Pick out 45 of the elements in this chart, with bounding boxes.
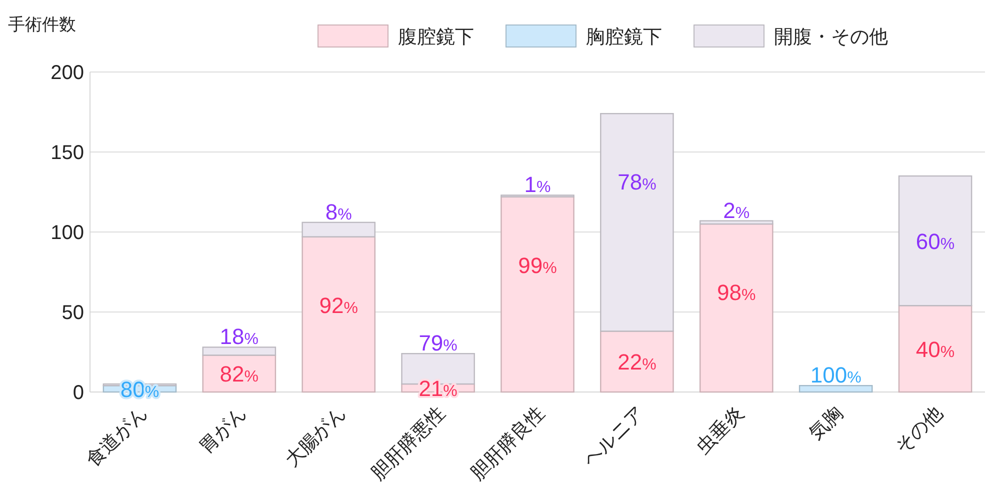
annotation: 21% [418, 376, 458, 401]
annotation: 60% [916, 228, 955, 254]
bar [699, 223, 774, 393]
y-tick-label: 100 [50, 222, 84, 244]
y-tick-label: 0 [72, 382, 84, 404]
bar [302, 236, 376, 393]
x-tick-label: ヘルニア [580, 402, 648, 472]
x-tick-label: 食道がん [82, 402, 152, 472]
annotation: 92% [319, 292, 358, 318]
bar [302, 222, 376, 238]
x-tick-label: 気胸 [806, 402, 848, 444]
annotation: 79% [418, 330, 458, 356]
annotation: 98% [717, 280, 756, 305]
x-tick-label: 大腸がん [282, 402, 350, 472]
annotation: 8% [325, 199, 352, 224]
bar [202, 346, 276, 356]
legend-label: 腹腔鏡下 [398, 27, 474, 48]
x-tick-label: 胃がん [196, 402, 251, 458]
annotation: 18% [220, 324, 259, 350]
bar [600, 330, 674, 393]
annotation: 78% [618, 170, 656, 195]
y-tick-label: 200 [50, 62, 84, 84]
x-tick-label: 虫垂炎 [692, 402, 748, 458]
bar [898, 175, 972, 306]
y-tick-label: 150 [50, 142, 84, 164]
annotation: 22% [618, 350, 656, 375]
annotation: 40% [916, 336, 955, 362]
bar [798, 385, 873, 393]
annotation: 82% [220, 362, 259, 387]
bar [898, 305, 972, 393]
annotation: 1% [524, 172, 551, 198]
annotation: 80% [120, 376, 160, 402]
legend-label: 胸腔鏡下 [586, 27, 662, 48]
y-axis-title: 手術件数 [8, 15, 76, 34]
bar [500, 196, 574, 393]
bar [699, 220, 774, 225]
y-tick-label: 50 [62, 302, 84, 324]
x-tick-label: その他 [892, 402, 947, 458]
annotation: 100% [810, 362, 862, 388]
bar [600, 113, 674, 332]
x-tick-label: 胆肝膵良性 [466, 402, 550, 485]
x-tick-label: 胆肝膵悪性 [368, 402, 450, 485]
annotation: 2% [723, 198, 750, 223]
annotation: 99% [518, 252, 557, 278]
legend-label: 開腹・その他 [774, 27, 888, 48]
